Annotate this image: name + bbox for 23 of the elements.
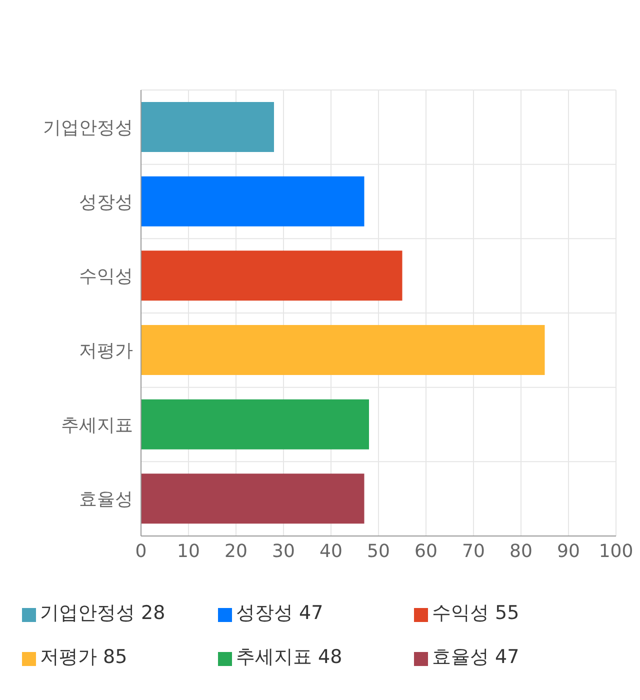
y-tick-label: 수익성 <box>79 266 133 288</box>
legend-label: 저평가 85 <box>40 646 128 668</box>
x-tick-label: 60 <box>414 540 438 562</box>
y-tick-label: 추세지표 <box>61 414 133 436</box>
legend-label: 성장성 47 <box>236 602 324 624</box>
x-tick-label: 70 <box>462 540 485 562</box>
x-tick-label: 30 <box>272 540 295 562</box>
legend-label: 효율성 47 <box>432 646 520 668</box>
x-tick-label: 100 <box>598 540 634 562</box>
x-tick-label: 40 <box>320 540 342 562</box>
legend-label: 기업안정성 28 <box>40 602 166 624</box>
legend-label: 추세지표 48 <box>236 646 342 668</box>
y-tick-label: 저평가 <box>79 340 133 362</box>
x-tick-label: 20 <box>224 540 248 562</box>
x-tick-label: 50 <box>367 540 390 562</box>
legend-label: 수익성 55 <box>432 602 520 624</box>
x-tick-label: 90 <box>557 540 580 562</box>
x-tick-label: 10 <box>177 540 200 562</box>
x-tick-label: 0 <box>135 540 147 562</box>
y-tick-label: 성장성 <box>79 192 133 213</box>
y-tick-label: 효율성 <box>79 489 133 510</box>
x-tick-label: 80 <box>510 540 532 562</box>
y-tick-label: 기업안정성 <box>43 118 133 139</box>
